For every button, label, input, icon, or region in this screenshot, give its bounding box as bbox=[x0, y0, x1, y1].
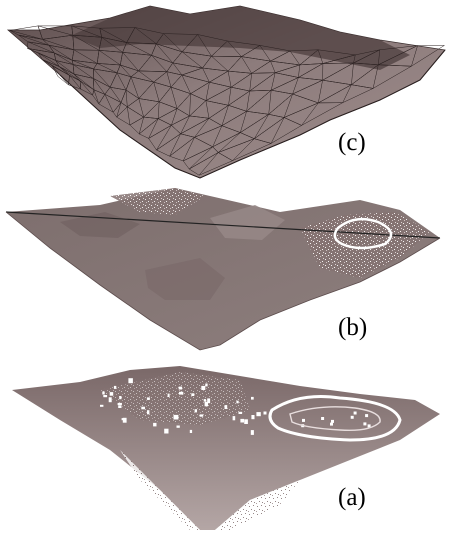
building-gap bbox=[201, 385, 206, 390]
mesh-edge-front bbox=[59, 49, 446, 179]
building-gap bbox=[113, 385, 117, 389]
building-gap bbox=[244, 419, 248, 424]
point-cloud-loop-inner bbox=[289, 406, 381, 432]
building-gap bbox=[350, 415, 354, 419]
panel-a-label: (a) bbox=[338, 484, 366, 511]
building-gap bbox=[146, 397, 150, 400]
building-gap bbox=[263, 411, 267, 415]
surface-b-flat-patch-1 bbox=[145, 258, 225, 300]
building-gap bbox=[153, 422, 157, 427]
building-gap bbox=[224, 405, 228, 409]
panel-a-point-cloud bbox=[12, 366, 440, 530]
building-gap bbox=[141, 406, 145, 410]
surface-b-plane-edge bbox=[5, 211, 441, 239]
point-cloud-dense-zone bbox=[100, 372, 250, 425]
building-gap bbox=[256, 412, 261, 417]
building-gap bbox=[236, 400, 239, 404]
building-gap bbox=[117, 402, 122, 406]
building-gap bbox=[189, 429, 193, 433]
building-gap bbox=[109, 392, 114, 396]
panel-b-label: (b) bbox=[338, 314, 367, 341]
building-gap bbox=[203, 399, 206, 402]
building-gap bbox=[167, 393, 170, 397]
surface-b-flat-patch-2 bbox=[210, 205, 285, 240]
building-gap bbox=[173, 414, 179, 420]
building-gap bbox=[250, 430, 254, 435]
building-gap bbox=[238, 411, 243, 414]
building-gap bbox=[330, 422, 333, 426]
point-cloud-sparse-fringe bbox=[120, 450, 300, 530]
building-gap bbox=[118, 405, 122, 408]
point-cloud-loop-feature bbox=[268, 395, 402, 442]
building-gap bbox=[331, 419, 334, 423]
building-gap bbox=[251, 396, 254, 400]
building-gap bbox=[251, 415, 255, 420]
building-gap bbox=[199, 414, 204, 417]
surface-b-speckle-rim bbox=[110, 188, 205, 215]
mesh-triangle-lines bbox=[9, 25, 446, 176]
building-gap bbox=[365, 414, 369, 418]
building-gap bbox=[194, 409, 197, 413]
mesh-triangles bbox=[9, 25, 446, 176]
building-gap bbox=[147, 410, 150, 415]
panel-c-mesh-surface bbox=[6, 5, 446, 179]
building-gap bbox=[204, 401, 208, 407]
surface-b-front-edge bbox=[5, 211, 441, 351]
panel-c-label: (c) bbox=[338, 129, 366, 156]
building-gap bbox=[232, 416, 236, 421]
building-gap bbox=[128, 378, 133, 384]
building-gap bbox=[108, 397, 112, 403]
building-gap bbox=[207, 398, 211, 404]
building-gap bbox=[176, 425, 180, 428]
building-gap bbox=[179, 391, 184, 395]
building-gap bbox=[353, 411, 357, 415]
building-gap bbox=[100, 404, 104, 407]
building-gap bbox=[205, 383, 208, 387]
building-gap bbox=[103, 395, 108, 398]
building-gap bbox=[178, 386, 183, 390]
building-gaps bbox=[100, 378, 371, 435]
surface-b-speckle-zone bbox=[300, 212, 430, 278]
building-gap bbox=[302, 418, 305, 422]
building-gap bbox=[102, 391, 105, 395]
panel-b-classified-surface bbox=[5, 188, 441, 351]
building-gap bbox=[367, 424, 371, 428]
building-gap bbox=[119, 396, 122, 400]
building-gap bbox=[363, 422, 367, 426]
building-gap bbox=[122, 417, 127, 423]
building-gap bbox=[191, 393, 195, 396]
building-gap bbox=[321, 417, 325, 420]
building-gap bbox=[164, 428, 169, 434]
mesh-ridge-dark bbox=[70, 6, 410, 70]
surface-b-loop-feature bbox=[333, 217, 393, 250]
building-gap bbox=[240, 418, 244, 423]
